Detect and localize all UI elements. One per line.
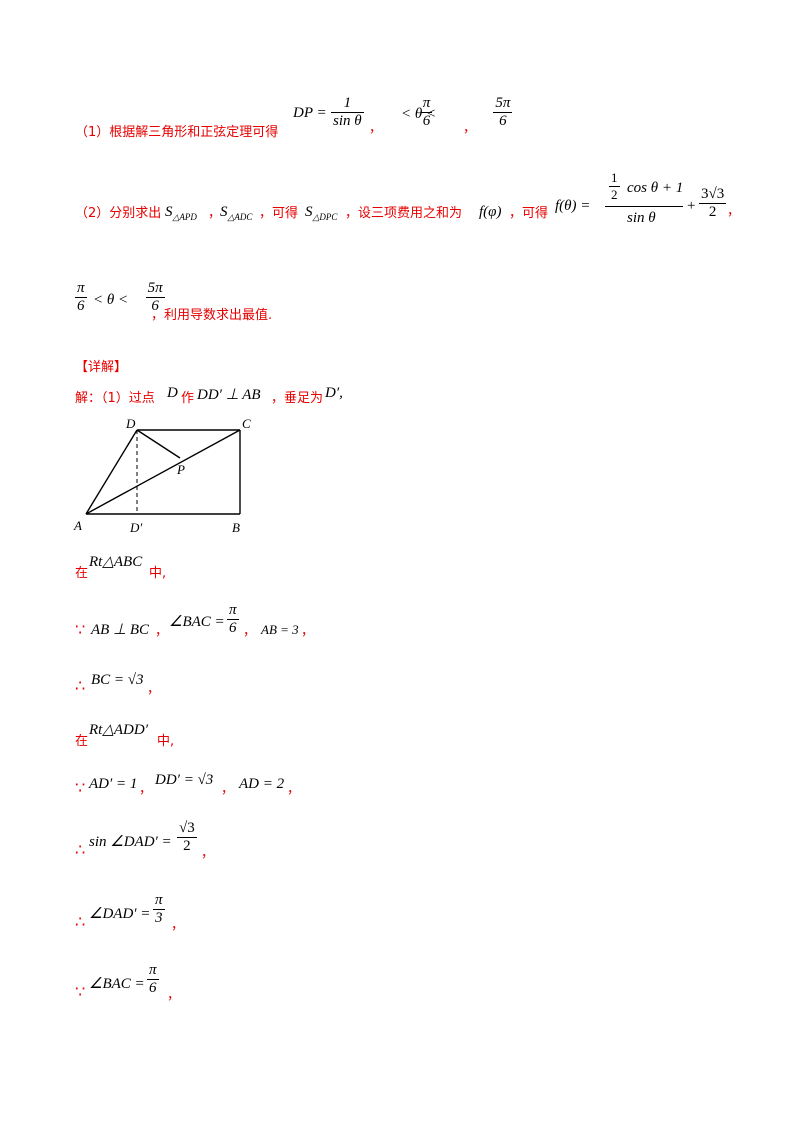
detail-heading: 【详解】 [75,360,128,375]
part1-range-right: 5π 6 [493,95,513,129]
label-p: P [176,462,185,477]
detail-line-8: ∵ ∠BAC = π 6 ， [75,962,181,1003]
s-dpc: S△DPC [305,204,338,222]
label-c: C [242,416,251,431]
analysis-part2: （2）分别求出 S△APD ， S△ADC ，可得 S△DPC ，设三项费用之和… [75,170,740,230]
label-d: D [125,416,136,431]
segment-dp [136,429,181,459]
part1-range-left: π 6 [420,95,433,129]
detail-line-5: ∵ AD′ = 1 ， DD′ = √3 ， AD = 2 ， [75,772,301,797]
part2-text-c: ，设三项费用之和为 [345,206,463,221]
comma: ， [369,121,383,136]
detail-line-1: 在 Rt△ABC 中, [75,554,167,581]
detail-line-7: ∴ ∠DAD′ = π 3 ， [75,892,185,933]
f-const: 3√3 2 [699,186,727,220]
label-d-prime: D′ [129,520,142,535]
part1-fraction: 1 sin θ [331,95,364,129]
f-eq: f(θ) = [555,198,591,214]
f-theta: f(φ) [479,204,502,220]
part2-text-a: （2）分别求出 [75,206,162,221]
detail-line-6: ∴ sin ∠DAD′ = √3 2 ， [75,820,215,861]
comma: ， [727,204,741,219]
part2-text-d: ，可得 [509,206,549,221]
label-b: B [232,520,240,535]
detail-intro: 解：（1）过点 D 作 DD′ ⊥ AB ，垂足为 D′, [75,385,343,406]
part1-range-mid: < θ < [401,106,437,122]
part3-text: ，利用导数求出最值. [151,308,273,323]
s-adc: S△ADC [220,204,253,222]
part1-text: （1）根据解三角形和正弦定理可得 [75,125,279,140]
fraction-bar [605,206,683,207]
diagonal-ac [85,429,241,515]
s-apd: S△APD [165,204,197,222]
analysis-part3: π 6 < θ < 5π 6 ，利用导数求出最值. [75,280,273,323]
part1-dp-lhs: DP = [293,105,327,121]
f-main-fraction: 1 2 cos θ + 1 sin θ [605,170,683,230]
part2-text-b: ，可得 [259,206,299,221]
edge-ad [85,429,138,515]
plus: + [687,198,696,214]
comma: ， [463,121,477,136]
geometry-figure: D C P A D′ B [73,416,251,535]
detail-line-3: ∴ BC = √3 ， [75,672,161,697]
analysis-part1: （1）根据解三角形和正弦定理可得 DP = 1 sin θ ， π 6 < θ … [75,95,513,145]
detail-line-4: 在 Rt△ADD′ 中, [75,722,175,749]
comma: ， [208,206,222,221]
detail-line-2: ∵ AB ⊥ BC ， ∠BAC = π 6 ， AB = 3 ， [75,602,315,639]
label-a: A [73,518,82,533]
